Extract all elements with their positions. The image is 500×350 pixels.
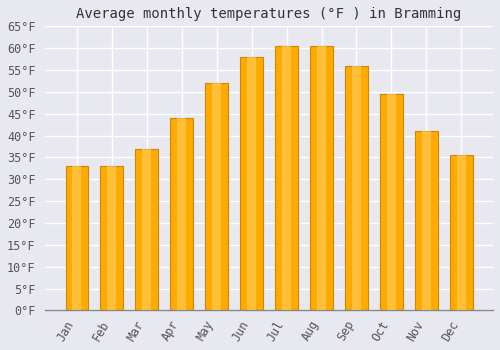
- Bar: [206, 83, 228, 310]
- Bar: [108, 166, 116, 310]
- Bar: [275, 46, 298, 310]
- Bar: [72, 166, 82, 310]
- Bar: [142, 149, 152, 310]
- Bar: [387, 94, 396, 310]
- Bar: [317, 46, 326, 310]
- Bar: [282, 46, 291, 310]
- Bar: [310, 46, 333, 310]
- Bar: [422, 131, 431, 310]
- Bar: [457, 155, 466, 310]
- Bar: [212, 83, 221, 310]
- Bar: [450, 155, 472, 310]
- Bar: [345, 65, 368, 310]
- Bar: [100, 166, 123, 310]
- Bar: [352, 65, 361, 310]
- Bar: [170, 118, 193, 310]
- Bar: [247, 57, 256, 310]
- Bar: [380, 94, 403, 310]
- Bar: [177, 118, 186, 310]
- Bar: [415, 131, 438, 310]
- Title: Average monthly temperatures (°F ) in Bramming: Average monthly temperatures (°F ) in Br…: [76, 7, 462, 21]
- Bar: [66, 166, 88, 310]
- Bar: [240, 57, 263, 310]
- Bar: [136, 149, 158, 310]
